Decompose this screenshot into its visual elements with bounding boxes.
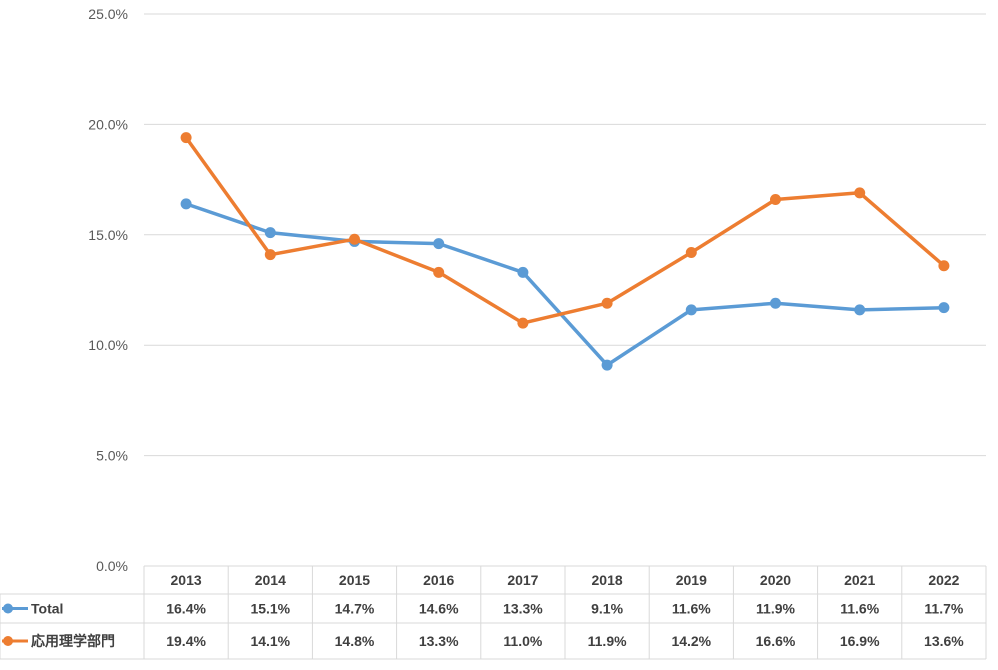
y-tick-label: 15.0% xyxy=(88,227,128,243)
data-point xyxy=(517,266,529,278)
data-point xyxy=(854,187,866,199)
data-point xyxy=(264,249,276,261)
series-name-label: Total xyxy=(31,601,63,617)
data-point xyxy=(938,260,950,272)
x-category-label: 2017 xyxy=(507,572,538,588)
data-point xyxy=(601,297,613,309)
data-value-label: 16.9% xyxy=(840,633,880,649)
x-category-label: 2021 xyxy=(844,572,875,588)
data-point xyxy=(180,132,192,144)
y-tick-label: 0.0% xyxy=(96,558,128,574)
data-point xyxy=(685,304,697,316)
series-line xyxy=(184,202,946,367)
series-name-label: 応用理学部門 xyxy=(31,633,115,649)
data-point xyxy=(517,317,529,329)
data-value-label: 11.7% xyxy=(924,601,963,617)
data-point xyxy=(770,297,781,309)
data-value-label: 11.6% xyxy=(672,601,711,617)
x-category-label: 2020 xyxy=(760,572,791,588)
x-category-label: 2016 xyxy=(423,572,454,588)
data-value-label: 9.1% xyxy=(591,601,623,617)
data-point xyxy=(601,359,613,371)
series-line xyxy=(184,135,946,325)
data-value-label: 14.6% xyxy=(419,601,459,617)
data-value-label: 11.9% xyxy=(588,633,627,649)
data-value-label: 13.6% xyxy=(924,633,964,649)
data-value-label: 16.4% xyxy=(166,601,206,617)
data-value-label: 11.9% xyxy=(756,601,795,617)
legend-key-marker xyxy=(3,636,13,646)
data-value-label: 11.6% xyxy=(840,601,879,617)
data-point xyxy=(433,266,445,278)
data-point xyxy=(770,193,781,205)
data-value-label: 19.4% xyxy=(166,633,206,649)
data-value-label: 13.3% xyxy=(503,601,543,617)
x-category-label: 2018 xyxy=(592,572,623,588)
x-category-label: 2019 xyxy=(676,572,707,588)
gridlines xyxy=(144,13,986,567)
data-point xyxy=(685,246,697,258)
legend-key-marker xyxy=(3,603,13,614)
data-point xyxy=(180,198,192,210)
y-tick-label: 10.0% xyxy=(88,337,128,353)
data-value-label: 16.6% xyxy=(756,633,796,649)
data-value-label: 15.1% xyxy=(250,601,290,617)
data-value-label: 14.1% xyxy=(250,633,290,649)
data-value-label: 14.2% xyxy=(671,633,711,649)
data-point xyxy=(938,302,950,314)
x-category-label: 2014 xyxy=(255,572,286,588)
x-category-label: 2013 xyxy=(171,572,202,588)
y-tick-label: 25.0% xyxy=(88,6,128,22)
data-point xyxy=(433,238,445,250)
data-point xyxy=(349,233,360,245)
data-point xyxy=(264,227,276,239)
x-category-label: 2022 xyxy=(928,572,959,588)
data-value-label: 14.8% xyxy=(335,633,375,649)
y-tick-label: 20.0% xyxy=(88,116,128,132)
x-category-label: 2015 xyxy=(339,572,370,588)
data-value-label: 11.0% xyxy=(503,633,542,649)
data-value-label: 13.3% xyxy=(419,633,459,649)
series-lines xyxy=(180,132,950,371)
data-table: 2013 2014 2015 2016 2017 2018 2019 2020 2021 2022… xyxy=(0,566,987,660)
data-value-label: 14.7% xyxy=(335,601,375,617)
y-axis-tick-labels: 0.0% 5.0% 10.0% 15.0% 20.0% 25.0% xyxy=(88,6,128,574)
data-point xyxy=(854,304,866,316)
y-tick-label: 5.0% xyxy=(96,448,128,464)
